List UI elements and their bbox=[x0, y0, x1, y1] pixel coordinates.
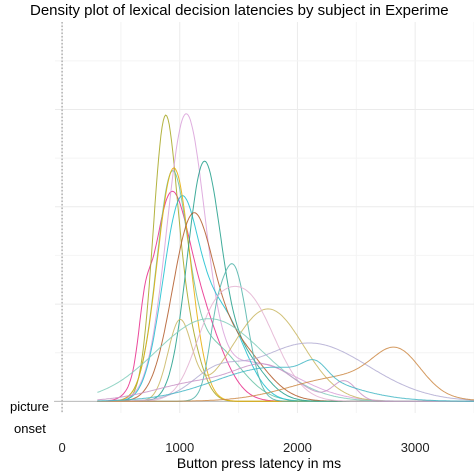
picture-onset-marker bbox=[54, 22, 474, 413]
chart-title: Density plot of lexical decision latenci… bbox=[30, 2, 449, 19]
x-tick-label: 2000 bbox=[283, 440, 312, 455]
grid bbox=[55, 22, 474, 413]
density-curve-14 bbox=[97, 363, 474, 402]
x-axis-label: Button press latency in ms bbox=[177, 455, 341, 471]
x-axis-ticks: 0 1000 2000 3000 bbox=[58, 440, 429, 455]
marker-label-picture: picture bbox=[10, 399, 49, 414]
density-curve-4 bbox=[97, 113, 474, 402]
density-curve-13 bbox=[97, 342, 474, 402]
density-curve-10 bbox=[97, 308, 474, 402]
x-tick-label: 0 bbox=[58, 440, 65, 455]
marker-label-onset: onset bbox=[14, 421, 46, 436]
x-tick-label: 1000 bbox=[165, 440, 194, 455]
density-curve-16 bbox=[97, 359, 474, 402]
density-curves bbox=[97, 113, 474, 402]
density-curve-15 bbox=[97, 346, 474, 402]
x-tick-label: 3000 bbox=[401, 440, 430, 455]
